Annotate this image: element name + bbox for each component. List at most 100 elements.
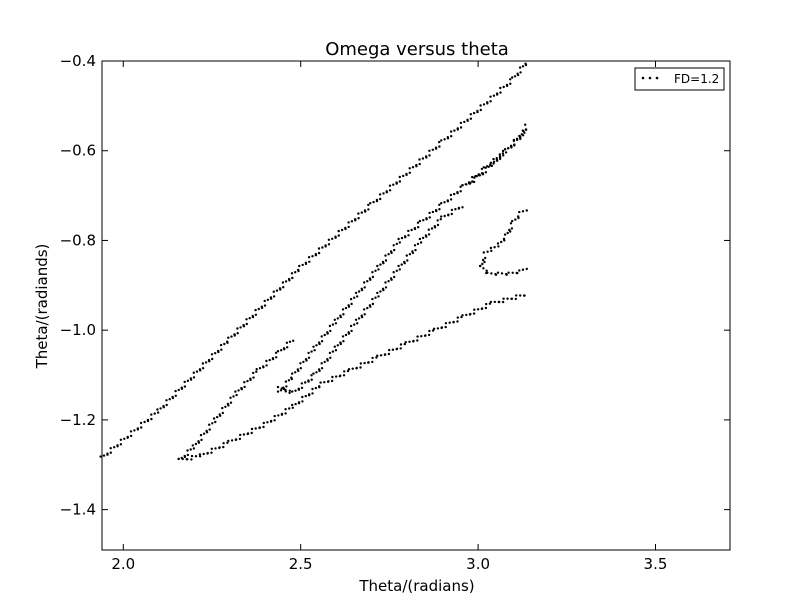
data-point xyxy=(449,130,453,133)
data-point xyxy=(368,277,372,280)
data-point xyxy=(301,400,304,403)
data-point xyxy=(280,412,284,416)
data-point xyxy=(450,135,453,138)
data-point xyxy=(490,164,494,168)
data-point xyxy=(274,351,278,354)
data-point xyxy=(174,394,177,397)
data-point xyxy=(245,322,248,326)
data-point xyxy=(469,181,472,184)
data-point xyxy=(268,358,271,362)
data-point xyxy=(494,273,498,276)
data-point xyxy=(229,401,233,404)
data-point xyxy=(425,217,428,220)
data-point xyxy=(371,356,374,360)
data-point xyxy=(312,372,315,375)
data-point xyxy=(398,180,402,183)
legend: FD=1.2 xyxy=(634,67,725,91)
data-point xyxy=(334,235,337,238)
data-point xyxy=(519,137,522,141)
data-point xyxy=(524,128,528,131)
data-point xyxy=(296,368,299,371)
data-point xyxy=(307,379,310,382)
data-point xyxy=(363,209,367,212)
data-point xyxy=(183,454,186,458)
data-point xyxy=(214,420,217,424)
data-point xyxy=(503,148,507,151)
data-point xyxy=(452,320,455,324)
data-point xyxy=(515,138,519,142)
data-point xyxy=(372,200,375,204)
data-point xyxy=(479,104,482,107)
data-point xyxy=(354,318,358,321)
data-point xyxy=(248,317,251,320)
data-point xyxy=(382,192,385,195)
data-point xyxy=(204,361,208,364)
data-point xyxy=(481,258,485,262)
data-point xyxy=(486,250,489,253)
data-point xyxy=(315,344,318,347)
data-point xyxy=(479,264,482,268)
data-point xyxy=(200,438,203,442)
data-point xyxy=(324,244,327,247)
data-point xyxy=(347,304,350,307)
data-point xyxy=(331,323,335,326)
data-point xyxy=(410,228,413,232)
data-point xyxy=(349,324,353,328)
data-point xyxy=(342,340,345,343)
data-point xyxy=(439,218,442,221)
data-point xyxy=(461,206,464,209)
data-point xyxy=(310,374,313,377)
data-point xyxy=(398,268,401,271)
data-point xyxy=(438,140,441,144)
data-point xyxy=(288,389,291,392)
data-point xyxy=(418,158,421,161)
data-point xyxy=(304,358,308,361)
data-point xyxy=(354,218,357,221)
data-point xyxy=(284,412,287,415)
plot-frame xyxy=(101,60,731,551)
data-point xyxy=(297,387,300,390)
data-point xyxy=(186,379,190,382)
data-point xyxy=(498,153,501,156)
data-point xyxy=(288,340,292,343)
data-point xyxy=(478,174,482,177)
data-point xyxy=(119,443,123,446)
data-point xyxy=(320,340,324,343)
data-point xyxy=(237,389,240,392)
data-point xyxy=(480,167,484,171)
data-point xyxy=(465,313,468,317)
data-point xyxy=(234,438,238,441)
data-point xyxy=(493,300,496,304)
data-point xyxy=(367,203,370,207)
data-point xyxy=(320,335,323,338)
data-point xyxy=(406,259,409,262)
data-point xyxy=(254,308,257,312)
data-point xyxy=(443,214,446,218)
data-point xyxy=(376,264,379,268)
data-point xyxy=(198,455,202,458)
data-point xyxy=(449,198,453,201)
data-point xyxy=(342,374,346,377)
data-point xyxy=(171,395,174,399)
data-point xyxy=(180,386,183,389)
data-point xyxy=(310,350,313,353)
data-point xyxy=(194,442,198,446)
data-point xyxy=(207,358,211,362)
data-point xyxy=(513,144,516,147)
data-point xyxy=(374,296,377,299)
x-axis-ticks: 2.0 2.5 3.0 3.5 xyxy=(111,61,667,573)
data-point xyxy=(501,149,505,153)
data-point xyxy=(327,243,331,246)
data-point xyxy=(174,389,177,393)
data-point xyxy=(301,395,304,399)
data-point xyxy=(515,294,518,297)
data-point xyxy=(411,250,414,253)
data-point xyxy=(388,348,391,352)
data-point xyxy=(489,161,493,164)
data-point xyxy=(389,250,393,253)
data-point xyxy=(421,157,425,160)
data-point xyxy=(109,451,113,454)
data-point xyxy=(509,82,512,86)
data-point xyxy=(399,343,403,346)
data-point xyxy=(472,111,476,115)
